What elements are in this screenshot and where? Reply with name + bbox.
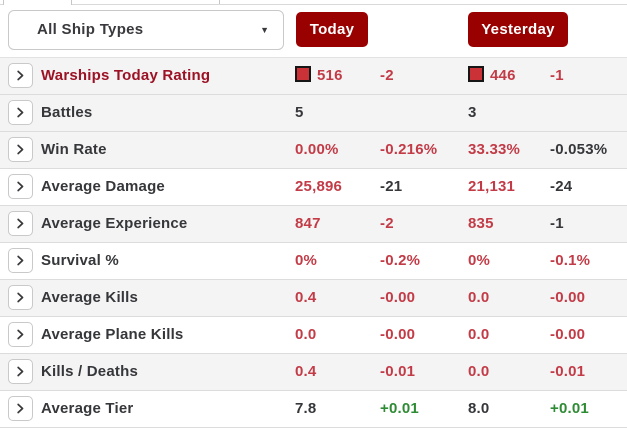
row-label: Average Experience [41,215,188,232]
chevron-right-icon [17,107,24,118]
stat-row: Kills / Deaths 0.4 -0.01 0.0 -0.01 [0,354,627,391]
stat-row: Battles 5 3 [0,95,627,132]
yesterday-delta: -0.1% [550,252,591,269]
yesterday-delta: -0.053% [550,141,608,158]
chevron-right-icon [17,255,24,266]
yesterday-value: 33.33% [468,141,521,158]
stat-row: Average Damage 25,896 -21 21,131 -24 [0,169,627,206]
expand-chevron-button[interactable] [8,63,33,88]
today-value: 5 [295,104,304,121]
today-delta: -0.00 [380,289,416,306]
row-label: Survival % [41,252,119,269]
row-label: Average Damage [41,178,165,195]
chevron-right-icon [17,144,24,155]
stat-row: Average Experience 847 -2 835 -1 [0,206,627,243]
stat-row: Average Tier 7.8 +0.01 8.0 +0.01 [0,391,627,428]
row-label: Kills / Deaths [41,363,138,380]
ship-type-selected-value: All Ship Types [37,21,144,38]
today-delta: -21 [380,178,403,195]
expand-chevron-button[interactable] [8,174,33,199]
today-value: 0.4 [295,363,317,380]
yesterday-delta: -24 [550,178,573,195]
active-tab-edge [3,0,72,5]
chevron-right-icon [17,329,24,340]
yesterday-value: 0% [468,252,491,269]
expand-chevron-button[interactable] [8,285,33,310]
today-value: 516 [295,58,343,93]
yesterday-delta: -0.00 [550,326,586,343]
expand-chevron-button[interactable] [8,100,33,125]
yesterday-value: 446 [468,58,516,93]
yesterday-value: 8.0 [468,400,490,417]
yesterday-delta: -0.00 [550,289,586,306]
yesterday-delta: +0.01 [550,400,589,417]
expand-chevron-button[interactable] [8,248,33,273]
stat-row: Average Kills 0.4 -0.00 0.0 -0.00 [0,280,627,317]
stat-row: Warships Today Rating 516 -2 446 -1 [0,58,627,95]
today-delta: -2 [380,67,394,84]
today-value: 0% [295,252,318,269]
rating-color-swatch-icon [295,66,311,82]
header: All Ship Types ▼ Today Yesterday [0,5,627,57]
today-value: 0.0 [295,326,317,343]
chevron-right-icon [17,181,24,192]
tab-strip [0,0,627,5]
yesterday-value: 0.0 [468,363,490,380]
today-value: 847 [295,215,321,232]
stat-row: Survival % 0% -0.2% 0% -0.1% [0,243,627,280]
today-delta: +0.01 [380,400,419,417]
yesterday-value: 21,131 [468,178,516,195]
stat-row: Win Rate 0.00% -0.216% 33.33% -0.053% [0,132,627,169]
expand-chevron-button[interactable] [8,359,33,384]
yesterday-delta: -1 [550,215,564,232]
today-value: 0.00% [295,141,339,158]
today-value: 7.8 [295,400,317,417]
row-label: Warships Today Rating [41,67,211,84]
ship-type-select[interactable]: All Ship Types ▼ [8,10,284,50]
today-delta: -2 [380,215,394,232]
chevron-right-icon [17,403,24,414]
expand-chevron-button[interactable] [8,322,33,347]
chevron-right-icon [17,292,24,303]
today-value: 0.4 [295,289,317,306]
expand-chevron-button[interactable] [8,211,33,236]
chevron-right-icon [17,70,24,81]
row-label: Average Plane Kills [41,326,184,343]
today-column-button[interactable]: Today [296,12,368,47]
row-label: Average Kills [41,289,139,306]
row-label: Average Tier [41,400,134,417]
yesterday-delta: -0.01 [550,363,586,380]
yesterday-column-button[interactable]: Yesterday [468,12,568,47]
expand-chevron-button[interactable] [8,137,33,162]
today-delta: -0.2% [380,252,421,269]
yesterday-value: 835 [468,215,494,232]
chevron-down-icon: ▼ [260,25,269,35]
stats-table: Warships Today Rating 516 -2 446 -1 Battles 5 3… [0,57,627,428]
row-label: Battles [41,104,93,121]
chevron-right-icon [17,366,24,377]
yesterday-value: 0.0 [468,289,490,306]
yesterday-delta: -1 [550,67,564,84]
today-value: 25,896 [295,178,343,195]
today-delta: -0.00 [380,326,416,343]
expand-chevron-button[interactable] [8,396,33,421]
yesterday-value: 3 [468,104,477,121]
today-delta: -0.216% [380,141,438,158]
yesterday-value: 0.0 [468,326,490,343]
chevron-right-icon [17,218,24,229]
row-label: Win Rate [41,141,107,158]
today-delta: -0.01 [380,363,416,380]
rating-color-swatch-icon [468,66,484,82]
stat-row: Average Plane Kills 0.0 -0.00 0.0 -0.00 [0,317,627,354]
tab-divider-tick [219,0,220,4]
